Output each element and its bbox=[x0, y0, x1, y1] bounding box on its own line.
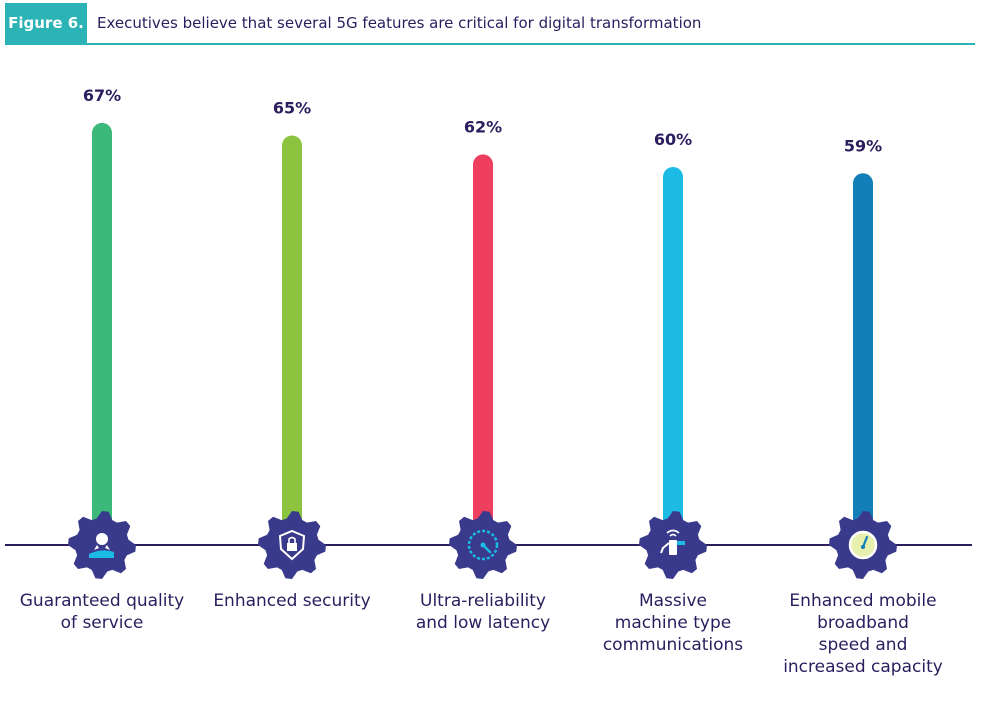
data-label-2: 65% bbox=[273, 99, 311, 118]
figure-title: Executives believe that several 5G featu… bbox=[97, 14, 702, 32]
category-label-line: broadband bbox=[817, 613, 909, 633]
data-label-5: 59% bbox=[844, 136, 882, 155]
category-label-3: Ultra-reliability and low latency bbox=[393, 590, 573, 634]
category-label-line: speed and bbox=[818, 635, 908, 655]
figure-tag: Figure 6. bbox=[5, 3, 87, 43]
bar-2 bbox=[282, 135, 302, 545]
category-label-2: Enhanced security bbox=[202, 590, 382, 612]
data-label-3: 62% bbox=[464, 117, 502, 136]
robot-arm-wifi-icon bbox=[639, 511, 707, 579]
category-label-line: Enhanced security bbox=[213, 591, 371, 611]
bar-1 bbox=[92, 122, 112, 546]
lock-shield-icon bbox=[258, 511, 326, 579]
category-label-line: Massive bbox=[638, 591, 708, 611]
category-label-line: Guaranteed quality bbox=[19, 591, 185, 611]
data-label-4: 60% bbox=[654, 130, 692, 149]
data-label-1: 67% bbox=[83, 86, 121, 105]
category-label-4: Massive machine type communications bbox=[583, 590, 763, 656]
bar-5 bbox=[853, 173, 873, 546]
category-label-line: Enhanced mobile bbox=[789, 591, 937, 611]
category-label-line: Ultra-reliability bbox=[420, 591, 546, 611]
badge-hand-icon bbox=[68, 511, 136, 579]
gauge-icon bbox=[829, 511, 897, 579]
category-label-5: Enhanced mobile broadband speed and increas… bbox=[773, 590, 953, 678]
category-label-line: communications bbox=[602, 635, 744, 655]
category-label-line: of service bbox=[60, 613, 144, 633]
speedometer-icon bbox=[449, 511, 517, 579]
bar-4 bbox=[663, 167, 683, 545]
category-label-line: increased capacity bbox=[783, 657, 943, 677]
category-label-line: and low latency bbox=[415, 613, 551, 633]
category-label-1: Guaranteed quality of service bbox=[12, 590, 192, 634]
bar-3 bbox=[473, 154, 493, 545]
figure-header: Figure 6. Executives believe that severa… bbox=[5, 3, 975, 45]
category-label-line: machine type bbox=[614, 613, 732, 633]
